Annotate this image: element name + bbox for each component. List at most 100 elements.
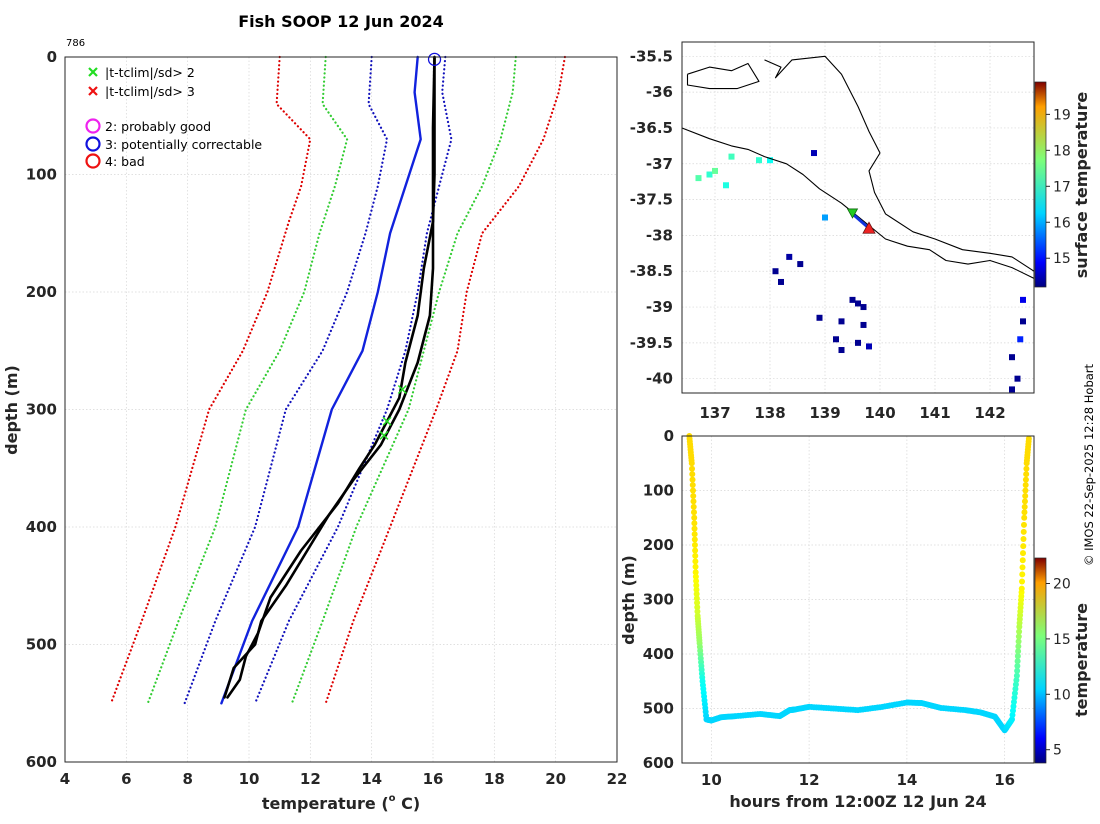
sst-cell	[1009, 354, 1015, 361]
legend-circle-marker	[85, 118, 101, 134]
colorbar-tick-label: 17	[1053, 179, 1071, 195]
section-point	[689, 476, 696, 483]
section-point	[1012, 685, 1019, 692]
section-point	[692, 573, 699, 580]
coastline	[764, 55, 1035, 272]
legend-label: 2: probably good	[105, 119, 211, 134]
section-x-tick-label: 14	[896, 771, 917, 789]
section-point	[1018, 585, 1025, 592]
sst-cell	[833, 336, 839, 343]
map-y-tick-label: -38.5	[630, 262, 673, 280]
x-tick-label: 14	[361, 770, 382, 788]
section-point	[1013, 672, 1020, 679]
section-point	[1025, 435, 1032, 442]
map-y-tick-label: -36	[646, 83, 673, 101]
sst-cell	[1017, 336, 1024, 343]
map-y-tick-label: -36.5	[630, 119, 673, 137]
section-point	[1020, 528, 1027, 535]
section-point	[1022, 482, 1029, 489]
ship-track	[851, 212, 870, 230]
series-clim-3sd-high	[324, 55, 567, 705]
map-y-tick-label: -35.5	[630, 47, 673, 65]
section-x-tick-label: 12	[799, 771, 820, 789]
section-point	[1022, 476, 1029, 483]
section-point	[693, 586, 700, 593]
sst-cell	[849, 296, 856, 303]
colorbar-tick-label: 18	[1053, 143, 1071, 159]
section-point	[690, 492, 697, 499]
section-point	[1020, 543, 1027, 550]
section-colorbar	[1034, 557, 1047, 764]
legend-label: 4: bad	[105, 154, 145, 169]
sst-cell	[723, 182, 729, 189]
section-y-tick-label: 300	[643, 591, 674, 609]
legend-item: 3: potentially correctable	[85, 136, 262, 152]
colorbar-tick-label: 10	[1053, 687, 1071, 703]
flag-x-stroke	[397, 384, 407, 395]
map-axes-frame	[681, 41, 1035, 394]
section-point	[691, 536, 698, 543]
map-x-tick-label: 140	[864, 404, 895, 422]
colorbar-tick-label: 15	[1053, 251, 1071, 267]
sst-cell	[855, 339, 861, 346]
section-point	[694, 604, 701, 611]
section-y-tick-label: 0	[664, 427, 674, 445]
section-point	[691, 542, 698, 548]
x-tick-label: 6	[121, 770, 131, 788]
series-clim-3sd-low	[109, 55, 312, 705]
sst-cell	[866, 343, 872, 350]
sst-cell	[695, 175, 702, 182]
map-x-tick-label: 139	[809, 404, 840, 422]
section-point	[694, 599, 701, 606]
section-point	[688, 460, 695, 467]
section-y-tick-label: 100	[643, 482, 674, 500]
map-x-tick-label: 137	[699, 404, 730, 422]
map-y-tick-label: -37.5	[630, 191, 673, 209]
sst-cell	[712, 167, 718, 174]
section-point	[1014, 653, 1021, 660]
section-point	[690, 503, 697, 510]
section-point	[692, 547, 699, 554]
section-point	[1021, 509, 1028, 516]
map-colorbar-label: surface temperature	[1072, 92, 1091, 279]
section-point	[1020, 521, 1027, 528]
section-x-label: hours from 12:00Z 12 Jun 24	[729, 792, 986, 811]
legend-x-marker	[88, 86, 98, 96]
coastline	[681, 127, 1035, 279]
section-point	[693, 582, 700, 589]
colorbar-tick-label: 20	[1053, 576, 1071, 592]
map-y-tick-label: -37	[646, 155, 673, 173]
y-tick-label: 400	[26, 518, 57, 536]
map-y-tick-label: -39	[646, 298, 673, 316]
legend-item: |t-tclim|/sd> 2	[88, 65, 195, 80]
legend-label: |t-tclim|/sd> 2	[105, 65, 195, 80]
flag-x-stroke	[382, 416, 392, 426]
legend-circle-marker	[85, 153, 101, 169]
section-point	[1021, 498, 1028, 505]
section-point	[1020, 536, 1027, 543]
section-point	[1023, 465, 1030, 472]
map-x-tick-label: 142	[974, 404, 1005, 422]
series-clim-mean	[220, 55, 422, 705]
series-clim-1sd-high	[254, 55, 453, 705]
section-axes-frame	[681, 435, 1035, 764]
sst-cell	[1020, 318, 1026, 325]
section-point	[693, 591, 700, 598]
section-point	[1019, 564, 1026, 571]
x-tick-label: 20	[545, 770, 566, 788]
chart-title: Fish SOOP 12 Jun 2024	[238, 12, 444, 31]
section-point	[690, 498, 697, 505]
track-end-marker	[862, 221, 876, 234]
flag-x-marker	[397, 384, 407, 395]
sst-cell	[1020, 296, 1026, 303]
legend-label: |t-tclim|/sd> 3	[105, 84, 195, 99]
flag-x-marker	[379, 430, 389, 440]
section-point	[692, 558, 699, 565]
sst-cell	[860, 304, 867, 311]
section-point	[1010, 703, 1017, 710]
section-point	[691, 520, 698, 527]
section-point	[1014, 658, 1021, 665]
sst-cell	[767, 157, 773, 164]
section-point	[1014, 667, 1021, 674]
section-point	[1009, 712, 1016, 719]
